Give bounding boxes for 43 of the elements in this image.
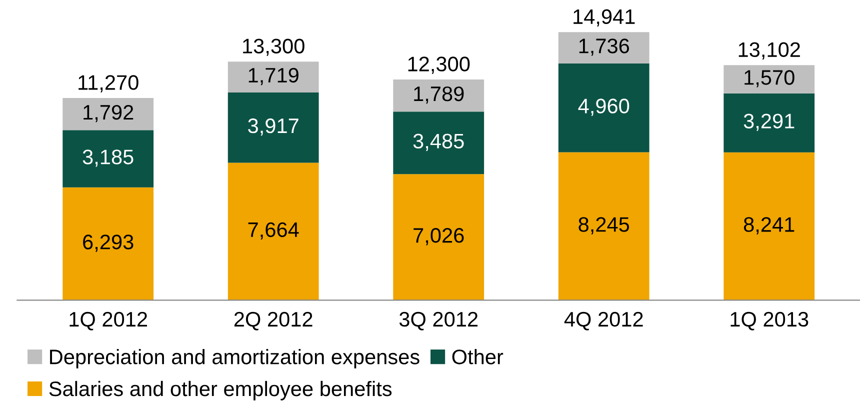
bar [558,152,650,300]
bar [558,63,650,152]
bar [393,174,484,300]
data-label: 1,736 [579,38,630,56]
data-label: 8,245 [578,217,630,234]
bar [62,130,154,188]
x-tick-label: 2Q 2012 [234,312,312,330]
x-tick-label: 4Q 2012 [564,312,643,330]
legend-label: Salaries and other employee benefits [49,380,392,400]
bar [724,93,815,152]
data-label: 1,570 [744,70,794,88]
data-label: 3,485 [413,134,464,151]
data-label: 3,291 [744,114,794,131]
x-tick-label: 1Q 2013 [730,312,808,330]
data-label: 3,917 [248,118,298,136]
bar [228,162,319,300]
bar [62,98,154,130]
bar [558,32,650,64]
data-label: 8,241 [744,217,794,234]
x-tick-label: 1Q 2012 [70,312,148,330]
legend-label: Depreciation and amortization expenses [50,349,420,368]
total-label: 14,941 [574,9,635,26]
total-label: 12,300 [408,56,470,74]
data-label: 3,185 [82,150,134,167]
data-label: 4,960 [578,98,630,116]
x-tick-label: 3Q 2012 [399,312,478,330]
data-label: 7,026 [414,228,464,246]
total-label: 13,102 [738,42,800,60]
bar [393,112,484,174]
total-label: 13,300 [243,38,304,56]
bar [228,92,319,163]
bar [393,80,484,112]
bar [62,187,154,300]
bar [228,62,319,92]
data-label: 1,789 [414,86,464,104]
data-label: 1,719 [248,68,298,86]
legend-label: Other [452,349,504,364]
bar [724,152,815,300]
data-label: 1,792 [84,104,134,122]
bar [724,65,815,94]
data-label: 7,664 [248,222,299,240]
total-label: 11,270 [78,75,138,92]
data-label: 6,293 [83,234,134,252]
